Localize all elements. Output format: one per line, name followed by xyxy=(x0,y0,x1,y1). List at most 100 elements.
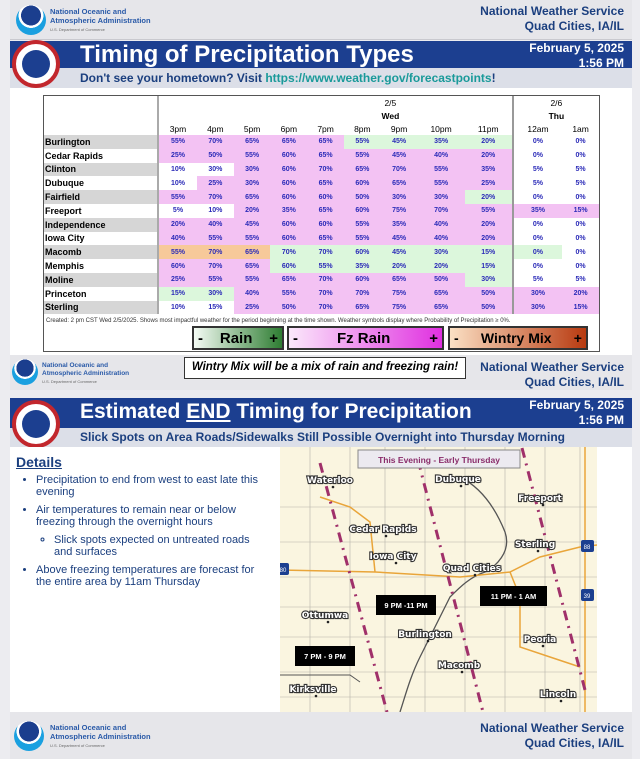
precip-chance-cell: 20% xyxy=(562,286,599,301)
precip-chance-cell: 70% xyxy=(417,203,465,218)
table-row: Macomb 55% 70% 65% 70% 70% 60% 45% 30% 15% 0% 0% xyxy=(44,245,599,260)
city-dot xyxy=(426,639,430,643)
precip-chance-cell: 30% xyxy=(380,190,418,204)
precip-chance-cell: 55% xyxy=(343,231,381,246)
precip-chance-cell: 40% xyxy=(196,217,234,232)
precip-chance-cell: 5% xyxy=(562,272,599,287)
precip-chance-cell: 30% xyxy=(196,162,234,177)
precip-chance-cell: 40% xyxy=(417,217,465,232)
table-row: Iowa City 40% 55% 55% 60% 65% 55% 45% 40% 20% 0% 0% xyxy=(44,231,599,246)
precip-chance-cell: 70% xyxy=(307,272,344,287)
precip-chance-cell: 15% xyxy=(464,245,513,260)
precip-chance-cell: 40% xyxy=(233,286,271,301)
city-label: Iowa City xyxy=(370,552,417,562)
precip-chance-cell: 55% xyxy=(417,176,465,191)
precip-chance-cell: 55% xyxy=(417,162,465,177)
precip-chance-cell: 35% xyxy=(464,162,513,177)
hour-header: 11pm xyxy=(477,123,499,134)
timing-box xyxy=(295,646,355,666)
precip-chance-cell: 70% xyxy=(196,245,234,260)
precip-chance-cell: 25% xyxy=(233,300,271,315)
precip-chance-cell: 10% xyxy=(196,203,234,218)
precip-chance-cell: 45% xyxy=(380,135,418,149)
precip-chance-cell: 70% xyxy=(307,245,344,260)
city-name: Macomb xyxy=(44,245,159,260)
forecastpoints-link[interactable]: https://www.weather.gov/forecastpoints xyxy=(265,71,492,85)
city-dot xyxy=(326,620,330,624)
precip-chance-cell: 45% xyxy=(380,231,418,246)
detail-bullet: Above freezing temperatures are forecast… xyxy=(36,564,271,588)
precip-chance-cell: 0% xyxy=(562,148,599,163)
precip-chance-cell: 25% xyxy=(464,176,513,191)
table-row: Fairfield 55% 70% 65% 60% 60% 50% 30% 30% 20% 0% 0% xyxy=(44,190,599,204)
precip-chance-cell: 55% xyxy=(196,231,234,246)
timing-lines xyxy=(318,447,587,712)
precip-chance-cell: 5% xyxy=(511,162,563,177)
timing-box xyxy=(480,586,547,606)
precip-chance-cell: 55% xyxy=(196,272,234,287)
slide1-subtitle: Don't see your hometown? Visit https://w… xyxy=(10,68,632,88)
precip-chance-cell: 55% xyxy=(158,190,197,204)
hour-header: 6pm xyxy=(280,123,298,134)
precip-chance-cell: 25% xyxy=(158,148,197,163)
table-row: Independence 20% 40% 45% 60% 60% 55% 35% 40% 20% 0… xyxy=(44,217,599,232)
precip-chance-cell: 65% xyxy=(233,259,271,273)
precip-chance-cell: 15% xyxy=(562,203,599,218)
city-dot xyxy=(559,699,563,703)
precip-chance-cell: 70% xyxy=(307,300,344,315)
precip-chance-cell: 60% xyxy=(270,231,308,246)
hour-header: 10pm xyxy=(430,123,452,134)
precip-chance-cell: 60% xyxy=(343,176,381,191)
precip-chance-cell: 70% xyxy=(343,286,381,301)
nws-logo-icon xyxy=(12,40,60,88)
svg-text:88: 88 xyxy=(584,545,591,551)
precip-chance-cell: 60% xyxy=(270,259,308,273)
precip-chance-cell: 55% xyxy=(343,148,381,163)
slide1-datetime: February 5, 2025 1:56 PM xyxy=(529,41,624,70)
precip-chance-cell: 20% xyxy=(417,259,465,273)
precip-chance-cell: 30% xyxy=(511,286,563,301)
city-name: Freeport xyxy=(44,203,159,218)
slide1-footer: National Oceanic and Atmospheric Administ… xyxy=(10,355,632,390)
city-dot xyxy=(394,561,398,565)
precip-chance-cell: 70% xyxy=(307,162,344,177)
slide1-header: National Oceanic and Atmospheric Administ… xyxy=(10,0,632,40)
table-row: Burlington 55% 70% 65% 65% 65% 55% 45% 35% 20% 0% 0… xyxy=(44,135,599,149)
precip-chance-cell: 20% xyxy=(464,217,513,232)
precip-chance-cell: 0% xyxy=(511,148,563,163)
precip-chance-cell: 65% xyxy=(233,245,271,260)
precip-chance-cell: 30% xyxy=(511,300,563,315)
precip-chance-cell: 65% xyxy=(417,300,465,315)
day2-date: 2/6 xyxy=(511,96,599,109)
precip-chance-cell: 35% xyxy=(343,259,381,273)
precip-chance-cell: 0% xyxy=(562,217,599,232)
precip-chance-cell: 10% xyxy=(158,162,197,177)
city-name: Moline xyxy=(44,272,159,287)
slide2-datetime: February 5, 2025 1:56 PM xyxy=(529,398,624,427)
precip-chance-cell: 0% xyxy=(562,190,599,204)
map-label-box xyxy=(357,449,521,469)
timing-box xyxy=(376,595,436,615)
city-name: Princeton xyxy=(44,286,159,301)
precip-chance-cell: 60% xyxy=(270,162,308,177)
hour-header: 4pm xyxy=(207,123,224,134)
precip-chance-cell: 30% xyxy=(417,245,465,260)
precip-chance-cell: 55% xyxy=(343,135,381,149)
precip-chance-cell: 0% xyxy=(562,245,599,260)
office-name: National Weather Service Quad Cities, IA/… xyxy=(480,4,624,33)
nws-logo-icon xyxy=(12,400,60,448)
city-dot xyxy=(384,534,388,538)
slide1-banner: Timing of Precipitation Types February 5… xyxy=(10,41,632,70)
svg-text:80: 80 xyxy=(280,568,287,574)
precip-chance-cell: 15% xyxy=(464,259,513,273)
precip-chance-cell: 15% xyxy=(562,300,599,315)
city-dot xyxy=(541,503,545,507)
precip-chance-cell: 30% xyxy=(196,286,234,301)
precip-chance-cell: 45% xyxy=(380,148,418,163)
county-lines xyxy=(280,447,597,712)
city-dot xyxy=(541,644,545,648)
precip-chance-cell: 65% xyxy=(343,162,381,177)
city-dot xyxy=(460,670,464,674)
precip-chance-cell: 75% xyxy=(380,300,418,315)
city-dot xyxy=(536,549,540,553)
